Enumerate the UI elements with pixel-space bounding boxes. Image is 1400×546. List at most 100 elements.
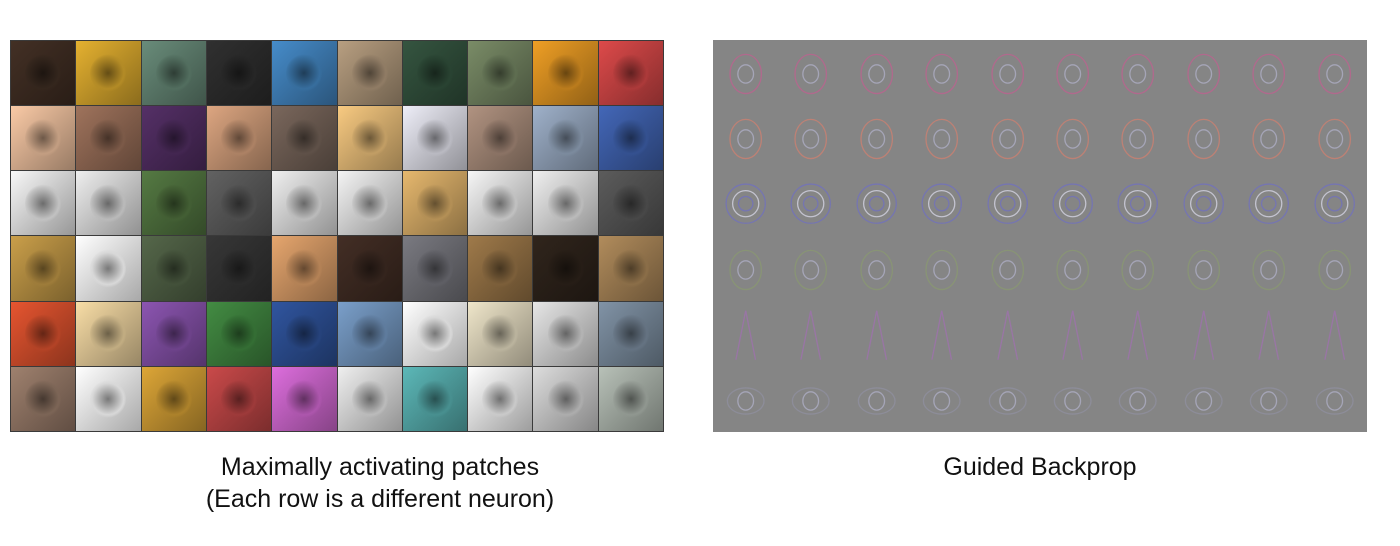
patch-image	[533, 106, 598, 171]
patch-subject	[286, 118, 323, 158]
backprop-map	[1040, 301, 1105, 366]
patch-subject	[482, 53, 519, 93]
backprop-map	[909, 236, 974, 301]
patch-image	[337, 236, 402, 301]
patch-image	[206, 106, 272, 171]
patch-subject	[351, 249, 388, 288]
patch-image	[76, 366, 141, 431]
backprop-map	[1236, 40, 1301, 105]
patch-image	[11, 236, 76, 301]
patch-image	[11, 301, 76, 366]
patch-subject	[351, 118, 388, 158]
patch-subject	[286, 379, 323, 419]
backprop-map	[975, 105, 1040, 170]
patch-subject	[221, 314, 258, 353]
patch-image	[533, 366, 598, 431]
patch-image	[76, 171, 141, 236]
backprop-map	[1236, 105, 1301, 170]
patch-image	[337, 171, 402, 236]
patch-image	[402, 171, 468, 236]
backprop-map	[844, 40, 909, 105]
backprop-map	[1171, 301, 1236, 366]
patch-subject	[155, 118, 192, 158]
backprop-map	[975, 301, 1040, 366]
backprop-map	[1236, 367, 1301, 432]
patch-subject	[25, 184, 62, 223]
backprop-map	[909, 40, 974, 105]
patch-image	[402, 106, 468, 171]
patch-subject	[155, 314, 192, 353]
patch-image	[141, 41, 206, 106]
backprop-map	[778, 236, 843, 301]
patch-image	[11, 171, 76, 236]
patch-image	[533, 171, 598, 236]
backprop-map	[975, 236, 1040, 301]
backprop-map	[1236, 301, 1301, 366]
patch-subject	[286, 249, 323, 288]
backprop-map	[1040, 367, 1105, 432]
backprop-map	[1302, 301, 1367, 366]
backprop-map	[909, 301, 974, 366]
patch-subject	[25, 249, 62, 288]
patch-image	[468, 366, 533, 431]
patch-subject	[90, 314, 127, 353]
left-caption-line1: Maximally activating patches	[220, 453, 540, 481]
patch-image	[272, 41, 337, 106]
patch-image	[337, 106, 402, 171]
backprop-map	[1105, 105, 1170, 170]
backprop-map	[975, 40, 1040, 105]
patch-subject	[612, 249, 649, 288]
backprop-map	[975, 171, 1040, 236]
patch-subject	[482, 118, 519, 158]
patch-image	[11, 106, 76, 171]
patch-subject	[416, 53, 453, 93]
backprop-map	[909, 171, 974, 236]
backprop-map	[1171, 105, 1236, 170]
patch-subject	[90, 118, 127, 158]
patch-subject	[155, 379, 192, 419]
patch-subject	[547, 118, 584, 158]
patch-subject	[482, 379, 519, 419]
patch-subject	[221, 118, 258, 158]
patch-subject	[547, 314, 584, 353]
right-caption: Guided Backprop	[943, 453, 1137, 481]
patch-subject	[351, 379, 388, 419]
backprop-map	[778, 171, 843, 236]
patch-image	[141, 236, 206, 301]
patch-image	[337, 41, 402, 106]
patch-image	[141, 301, 206, 366]
patch-image	[598, 366, 663, 431]
patch-subject	[547, 184, 584, 223]
patch-image	[272, 106, 337, 171]
patch-subject	[416, 118, 453, 158]
guided-backprop-grid	[713, 40, 1367, 432]
backprop-map	[844, 236, 909, 301]
patch-image	[468, 301, 533, 366]
backprop-map	[1105, 171, 1170, 236]
patch-image	[141, 366, 206, 431]
backprop-map	[1302, 105, 1367, 170]
backprop-map	[713, 236, 778, 301]
patch-subject	[25, 379, 62, 419]
patch-subject	[286, 184, 323, 223]
backprop-map	[1171, 171, 1236, 236]
backprop-map	[778, 105, 843, 170]
patch-image	[272, 301, 337, 366]
backprop-map	[1171, 236, 1236, 301]
patch-image	[468, 41, 533, 106]
patch-subject	[612, 314, 649, 353]
backprop-map	[844, 171, 909, 236]
patch-image	[533, 236, 598, 301]
patch-image	[11, 41, 76, 106]
patch-subject	[155, 249, 192, 288]
backprop-map	[713, 367, 778, 432]
patch-subject	[221, 379, 258, 419]
patch-image	[206, 41, 272, 106]
backprop-map	[844, 367, 909, 432]
patch-image	[402, 41, 468, 106]
patch-subject	[547, 53, 584, 93]
patch-image	[11, 366, 76, 431]
backprop-map	[1171, 367, 1236, 432]
patch-image	[468, 106, 533, 171]
patch-image	[468, 171, 533, 236]
